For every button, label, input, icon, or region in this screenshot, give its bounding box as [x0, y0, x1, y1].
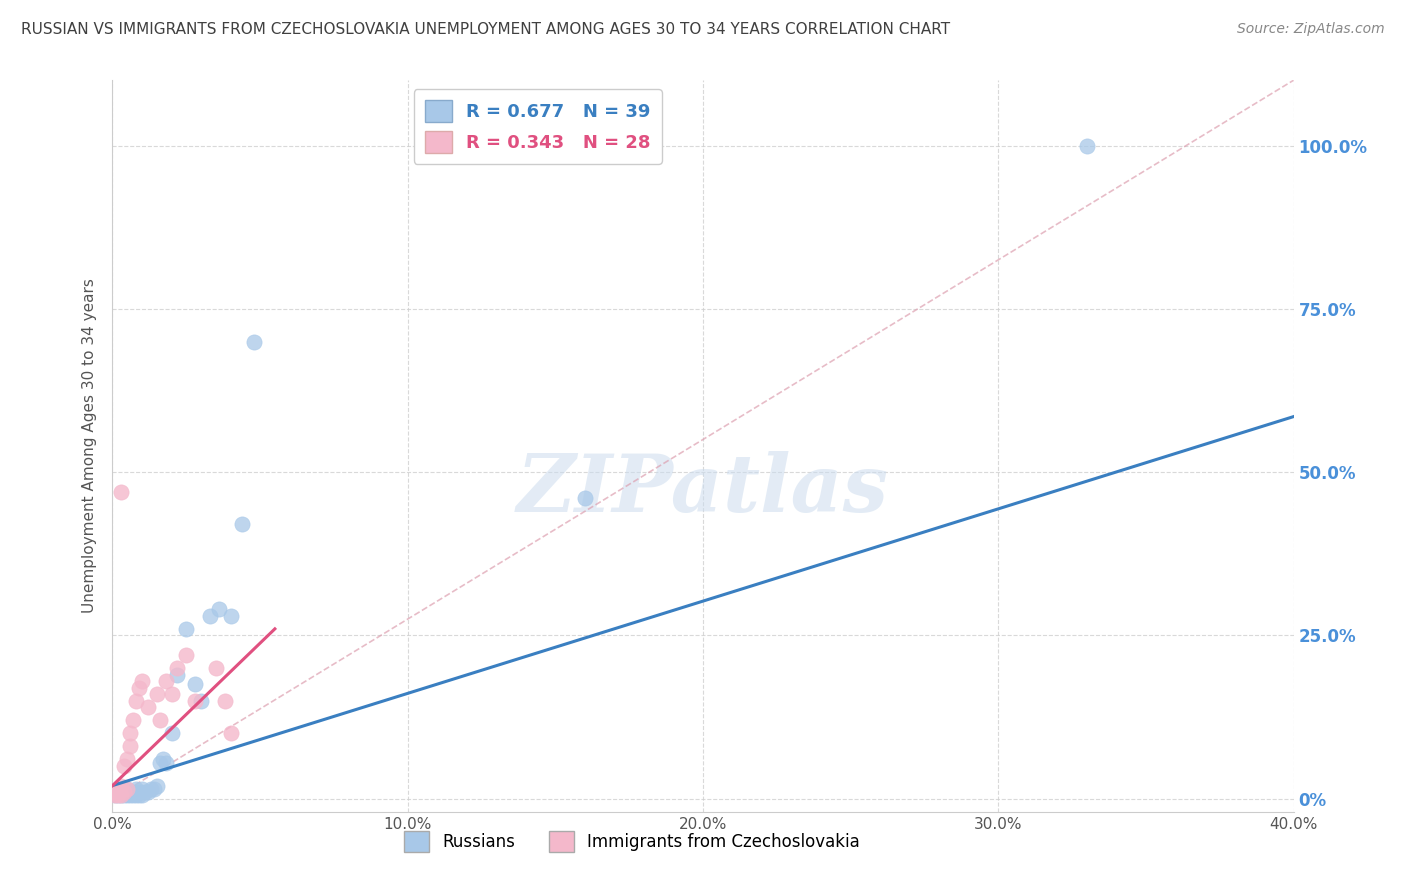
Point — [136, 700, 159, 714]
Point — [149, 756, 172, 770]
Point — [120, 789, 142, 803]
Point — [107, 781, 129, 796]
Point — [174, 648, 197, 662]
Point — [184, 694, 207, 708]
Point — [243, 334, 266, 349]
Point — [104, 789, 127, 803]
Point — [107, 789, 129, 803]
Point — [190, 694, 212, 708]
Point — [134, 785, 156, 799]
Point — [219, 608, 242, 623]
Point — [155, 756, 177, 770]
Point — [174, 622, 197, 636]
Point — [128, 681, 150, 695]
Point — [107, 789, 129, 803]
Point — [146, 779, 169, 793]
Point — [117, 781, 138, 796]
Point — [166, 667, 188, 681]
Legend: Russians, Immigrants from Czechoslovakia: Russians, Immigrants from Czechoslovakia — [398, 824, 866, 858]
Point — [128, 789, 150, 803]
Y-axis label: Unemployment Among Ages 30 to 34 years: Unemployment Among Ages 30 to 34 years — [82, 278, 97, 614]
Point — [139, 781, 162, 796]
Point — [110, 779, 132, 793]
Point — [198, 608, 221, 623]
Point — [1076, 138, 1098, 153]
Point — [110, 789, 132, 803]
Point — [117, 785, 138, 799]
Text: Source: ZipAtlas.com: Source: ZipAtlas.com — [1237, 22, 1385, 37]
Point — [160, 687, 183, 701]
Point — [208, 602, 231, 616]
Point — [112, 785, 135, 799]
Point — [122, 785, 145, 799]
Point — [112, 759, 135, 773]
Point — [110, 785, 132, 799]
Point — [112, 785, 135, 799]
Text: RUSSIAN VS IMMIGRANTS FROM CZECHOSLOVAKIA UNEMPLOYMENT AMONG AGES 30 TO 34 YEARS: RUSSIAN VS IMMIGRANTS FROM CZECHOSLOVAKI… — [21, 22, 950, 37]
Point — [160, 726, 183, 740]
Point — [125, 694, 148, 708]
Point — [125, 781, 148, 796]
Point — [131, 781, 153, 796]
Point — [125, 789, 148, 803]
Point — [120, 739, 142, 754]
Point — [136, 785, 159, 799]
Point — [110, 789, 132, 803]
Point — [117, 781, 138, 796]
Point — [574, 491, 596, 506]
Text: ZIPatlas: ZIPatlas — [517, 451, 889, 529]
Point — [149, 714, 172, 728]
Point — [142, 781, 165, 796]
Point — [231, 517, 253, 532]
Point — [112, 789, 135, 803]
Point — [122, 714, 145, 728]
Point — [214, 694, 236, 708]
Point — [184, 677, 207, 691]
Point — [104, 789, 127, 803]
Point — [155, 674, 177, 689]
Point — [205, 661, 228, 675]
Point — [128, 785, 150, 799]
Point — [110, 484, 132, 499]
Point — [117, 752, 138, 766]
Point — [122, 789, 145, 803]
Point — [166, 661, 188, 675]
Point — [120, 726, 142, 740]
Point — [120, 785, 142, 799]
Point — [117, 789, 138, 803]
Point — [131, 674, 153, 689]
Point — [104, 785, 127, 799]
Point — [219, 726, 242, 740]
Point — [131, 789, 153, 803]
Point — [152, 752, 174, 766]
Point — [146, 687, 169, 701]
